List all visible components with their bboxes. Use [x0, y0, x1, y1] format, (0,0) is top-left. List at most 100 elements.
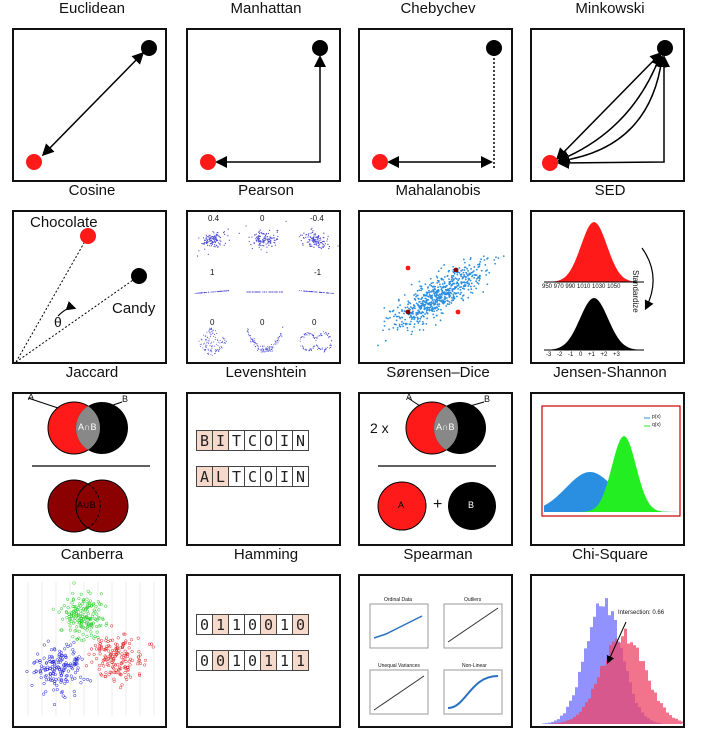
scatter-point	[92, 652, 96, 656]
scatter-point	[262, 232, 265, 235]
scatter-point	[439, 285, 442, 288]
scatter-point	[227, 235, 229, 237]
scatter-point	[213, 237, 215, 239]
scatter-point	[416, 320, 419, 323]
scatter-point	[73, 629, 77, 633]
scatter-point	[53, 648, 57, 652]
scatter-point	[419, 300, 421, 303]
scatter-point	[418, 310, 421, 313]
scatter-point	[267, 345, 269, 347]
scatter-point	[439, 297, 442, 300]
scatter-point	[309, 243, 311, 245]
scatter-point	[79, 619, 84, 623]
scatter-point	[207, 241, 209, 244]
scatter-point	[324, 349, 326, 351]
scatter-point	[422, 303, 425, 305]
scatter-point	[441, 286, 444, 289]
scatter-point	[252, 341, 254, 343]
scatter-point	[113, 654, 118, 658]
scatter-point	[86, 623, 90, 627]
scatter-point	[77, 602, 81, 606]
scatter-point	[318, 245, 320, 247]
scatter-point	[76, 668, 80, 672]
scatter-point	[120, 645, 124, 649]
scatter-point	[309, 245, 311, 247]
scatter-point	[391, 310, 394, 313]
scatter-point	[444, 286, 447, 288]
scatter-point	[403, 312, 405, 315]
scatter-point	[409, 302, 412, 305]
scatter-point	[50, 654, 54, 659]
scatter-point	[433, 293, 436, 295]
scatter-point	[254, 340, 256, 342]
scatter-point	[75, 657, 79, 662]
scatter-point	[89, 633, 93, 637]
scatter-point	[278, 338, 280, 340]
chebychev-diagram	[358, 28, 513, 182]
scatter-point	[269, 347, 271, 349]
scatter-point	[263, 345, 265, 347]
scatter-point	[259, 241, 261, 243]
scatter-point	[389, 310, 392, 313]
scatter-point	[276, 340, 278, 342]
scatter-point	[285, 220, 287, 222]
scatter-point	[72, 610, 76, 614]
scatter-point	[430, 302, 432, 305]
pearson-diagram: 0.4 0 -0.4 1 -1 0 0 0	[186, 210, 341, 364]
scatter-point	[199, 343, 201, 345]
scatter-point	[452, 275, 455, 277]
scatter-point	[198, 237, 200, 239]
scatter-point	[424, 301, 427, 304]
scatter-point	[446, 284, 448, 287]
scatter-point	[265, 243, 267, 245]
scatter-point	[97, 638, 101, 642]
scatter-point	[264, 291, 266, 293]
scatter-point	[128, 641, 132, 646]
scatter-point	[212, 345, 214, 347]
scatter-point	[274, 343, 276, 345]
scatter-point	[73, 657, 77, 661]
scatter-point	[32, 661, 36, 665]
scatter-point	[477, 282, 480, 285]
scatter-point	[64, 678, 68, 682]
scatter-point	[270, 349, 272, 351]
scatter-point	[327, 243, 329, 245]
scatter-point	[280, 291, 282, 293]
scatter-point	[65, 642, 69, 646]
scatter-point	[254, 291, 256, 293]
scatter-point	[204, 248, 206, 250]
scatter-point	[330, 343, 332, 345]
scatter-point	[261, 350, 263, 352]
scatter-point	[473, 266, 476, 268]
scatter-point	[465, 271, 467, 274]
scatter-point	[318, 243, 321, 245]
scatter-point	[201, 242, 203, 245]
scatter-point	[385, 317, 388, 319]
scatter-point	[330, 344, 332, 346]
scatter-point	[263, 240, 265, 243]
scatter-point	[443, 264, 446, 266]
scatter-point	[204, 239, 206, 241]
scatter-point	[86, 677, 90, 682]
scatter-point	[446, 288, 449, 291]
scatter-point	[319, 335, 321, 337]
scatter-point	[273, 237, 275, 239]
scatter-point	[462, 294, 465, 297]
scatter-point	[89, 647, 94, 651]
scatter-point	[39, 664, 44, 668]
scatter-point	[473, 285, 476, 287]
scatter-point	[97, 608, 101, 612]
scatter-point	[317, 349, 319, 351]
scatter-point	[418, 329, 421, 331]
scatter-point	[245, 225, 247, 227]
scatter-point	[212, 230, 214, 233]
scatter-point	[217, 345, 219, 347]
scatter-point	[328, 336, 330, 338]
scatter-point	[467, 269, 469, 272]
scatter-point	[214, 291, 216, 293]
scatter-point	[300, 234, 302, 236]
scatter-point	[224, 242, 227, 244]
scatter-point	[224, 290, 226, 292]
scatter-point	[58, 667, 62, 671]
scatter-point	[325, 347, 327, 349]
